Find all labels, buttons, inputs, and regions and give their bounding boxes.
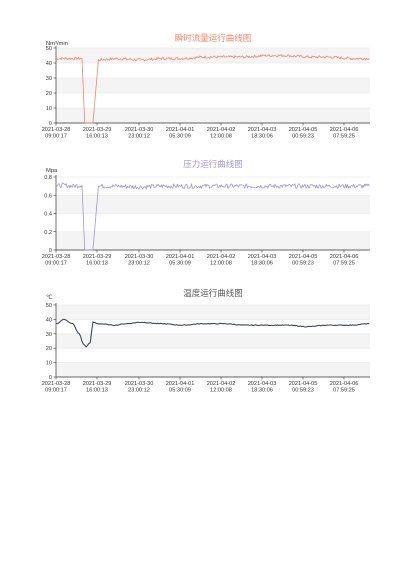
x-tick-time: 05:30:09 xyxy=(169,388,191,394)
y-tick-label: 50 xyxy=(46,46,52,52)
chart-panel-2: 压力运行曲线图 Mpa 0 0.2 0.4 0.6 0.8 2021-03-2809:00:1… xyxy=(42,159,370,267)
x-tick-time: 16:00:13 xyxy=(86,134,108,140)
y-tick-label: 0.4 xyxy=(44,212,52,218)
x-tick-time: 12:00:08 xyxy=(210,134,232,140)
y-axis-unit: Nm³/min xyxy=(46,41,68,47)
series-line xyxy=(55,318,370,348)
y-tick-label: 50 xyxy=(46,303,52,309)
x-tick-time: 18:30:06 xyxy=(251,261,273,267)
y-tick-label: 20 xyxy=(46,346,52,352)
y-tick-label: 30 xyxy=(46,332,52,338)
x-tick-date: 2021-04-05 xyxy=(289,381,318,387)
x-tick-time: 23:00:12 xyxy=(128,261,150,267)
chart-panel-1: 瞬时流量运行曲线图 Nm³/min 0 10 20 30 40 50 2021-03-2809:… xyxy=(42,33,370,140)
x-tick-time: 07:59:25 xyxy=(333,261,355,267)
x-tick-date: 2021-03-30 xyxy=(125,127,154,133)
y-tick-label: 0 xyxy=(49,375,52,381)
x-tick-date: 2021-04-02 xyxy=(207,254,236,260)
series-line xyxy=(55,54,370,124)
y-tick-label: 10 xyxy=(46,361,52,367)
x-tick-time: 18:30:06 xyxy=(251,388,273,394)
x-tick-time: 16:00:13 xyxy=(86,261,108,267)
chart-title: 压力运行曲线图 xyxy=(183,159,243,169)
grid-band xyxy=(56,362,370,377)
chart-title: 温度运行曲线图 xyxy=(183,288,243,298)
y-tick-label: 20 xyxy=(46,91,52,97)
x-tick-time: 12:00:08 xyxy=(210,261,232,267)
x-tick-time: 18:30:06 xyxy=(251,134,273,140)
grid-band xyxy=(56,231,370,250)
x-tick-date: 2021-04-03 xyxy=(248,254,277,260)
y-tick-label: 0 xyxy=(49,248,52,254)
grid-band xyxy=(56,195,370,214)
x-tick-time: 00:59:23 xyxy=(292,134,314,140)
x-tick-time: 23:00:12 xyxy=(128,134,150,140)
y-tick-label: 0 xyxy=(49,121,52,127)
y-tick-label: 40 xyxy=(46,61,52,67)
x-tick-date: 2021-04-05 xyxy=(289,254,318,260)
x-tick-time: 09:00:17 xyxy=(45,134,67,140)
x-tick-date: 2021-04-01 xyxy=(166,254,195,260)
x-tick-time: 09:00:17 xyxy=(45,261,67,267)
y-axis-unit: ℃ xyxy=(46,294,53,301)
grid-band xyxy=(56,48,370,63)
x-tick-time: 07:59:25 xyxy=(333,388,355,394)
x-tick-time: 00:59:23 xyxy=(292,388,314,394)
x-tick-time: 16:00:13 xyxy=(86,388,108,394)
x-tick-date: 2021-04-01 xyxy=(166,381,195,387)
x-tick-date: 2021-04-06 xyxy=(330,381,359,387)
x-tick-date: 2021-04-06 xyxy=(330,127,359,133)
y-tick-label: 0.8 xyxy=(44,175,52,181)
x-tick-date: 2021-03-29 xyxy=(83,127,112,133)
x-tick-date: 2021-04-03 xyxy=(248,381,277,387)
x-tick-date: 2021-04-02 xyxy=(207,381,236,387)
grid-band xyxy=(56,305,370,320)
y-tick-label: 10 xyxy=(46,106,52,112)
x-tick-time: 07:59:25 xyxy=(333,134,355,140)
x-tick-date: 2021-03-29 xyxy=(83,254,112,260)
x-tick-time: 00:59:23 xyxy=(292,261,314,267)
y-tick-label: 40 xyxy=(46,317,52,323)
x-tick-time: 05:30:09 xyxy=(169,134,191,140)
y-tick-label: 0.2 xyxy=(44,230,52,236)
x-tick-date: 2021-04-02 xyxy=(207,127,236,133)
y-axis-unit: Mpa xyxy=(46,168,58,174)
grid-band xyxy=(56,108,370,123)
x-tick-date: 2021-04-06 xyxy=(330,254,359,260)
series-line xyxy=(55,182,370,251)
x-tick-date: 2021-04-03 xyxy=(248,127,277,133)
x-tick-date: 2021-03-28 xyxy=(42,254,71,260)
x-tick-date: 2021-03-28 xyxy=(42,127,71,133)
grid-band xyxy=(56,78,370,93)
x-tick-time: 12:00:08 xyxy=(210,388,232,394)
y-tick-label: 30 xyxy=(46,76,52,82)
x-tick-date: 2021-04-01 xyxy=(166,127,195,133)
x-tick-date: 2021-03-29 xyxy=(83,381,112,387)
x-tick-time: 05:30:09 xyxy=(169,261,191,267)
x-tick-date: 2021-03-30 xyxy=(125,254,154,260)
x-tick-time: 23:00:12 xyxy=(128,388,150,394)
x-tick-time: 09:00:17 xyxy=(45,388,67,394)
chart-title: 瞬时流量运行曲线图 xyxy=(175,33,252,43)
x-tick-date: 2021-03-28 xyxy=(42,381,71,387)
y-tick-label: 0.6 xyxy=(44,193,52,199)
grid-band xyxy=(56,333,370,349)
x-tick-date: 2021-04-05 xyxy=(289,127,318,133)
x-tick-date: 2021-03-30 xyxy=(125,381,154,387)
